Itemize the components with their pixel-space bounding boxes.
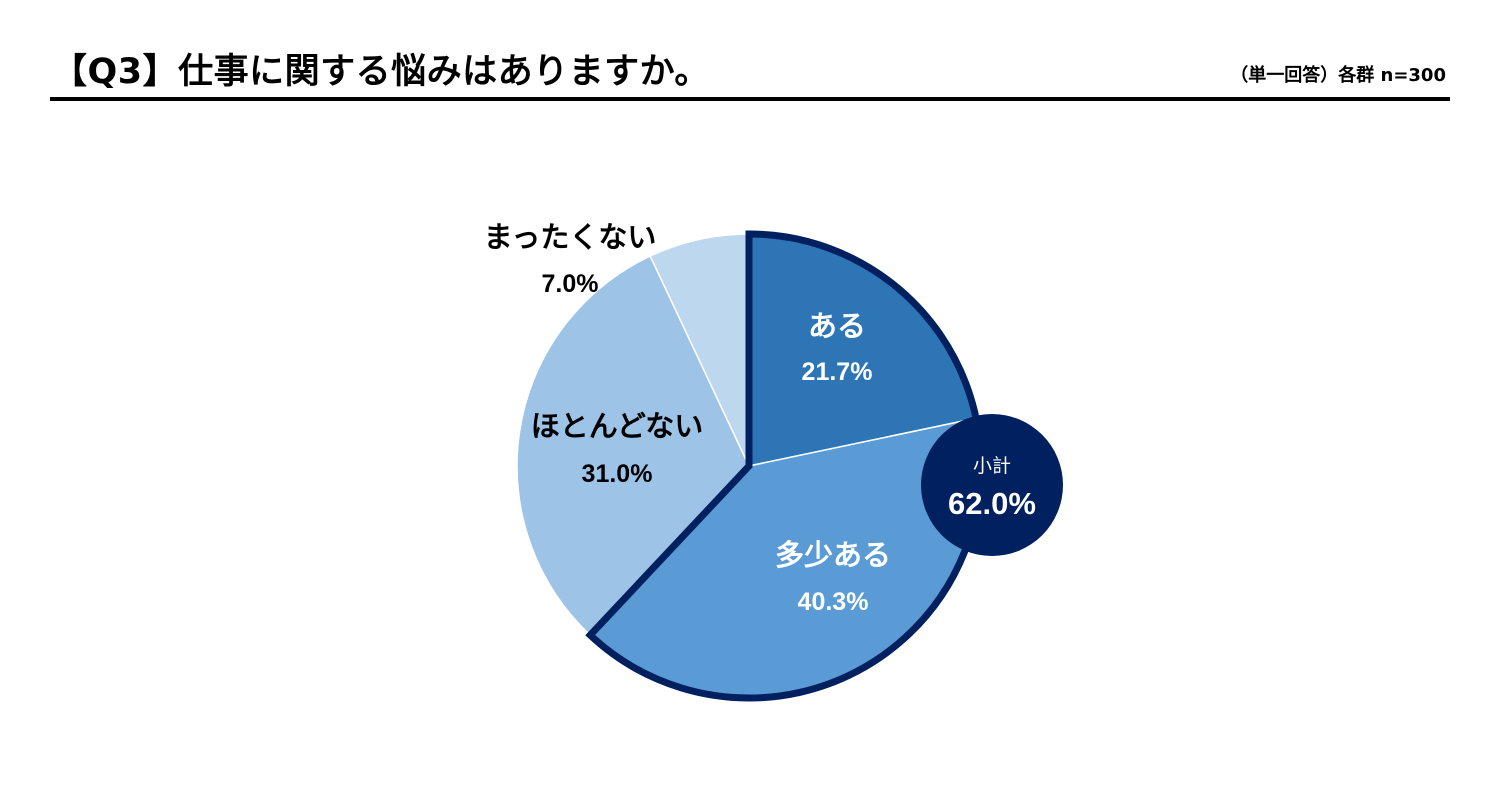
slice-value-hotondo-nai: 31.0% xyxy=(582,460,653,488)
slice-value-mattaku-nai: 7.0% xyxy=(542,270,599,298)
slice-labels: ある 21.7% 多少ある 40.3% ほとんどない 31.0% まったくない 7.0% xyxy=(484,220,891,616)
slice-value-tashou-aru: 40.3% xyxy=(798,588,869,616)
slice-label-tashou-aru: 多少ある xyxy=(775,538,891,572)
subtotal-outline xyxy=(585,230,985,702)
slice-value-aru: 21.7% xyxy=(802,358,873,386)
subtotal-value: 62.0% xyxy=(948,486,1036,521)
slice-label-mattaku-nai: まったくない xyxy=(484,220,657,254)
sample-note: （単一回答）各群 n=300 xyxy=(1230,65,1446,86)
subtotal-badge-circle xyxy=(921,414,1063,556)
page-title: 【Q3】仕事に関する悩みはありますか。 xyxy=(52,52,710,92)
subtotal-label: 小計 xyxy=(973,455,1011,477)
subtotal-badge: 小計 62.0% xyxy=(921,414,1063,556)
title-divider xyxy=(50,97,1450,101)
pie-slices xyxy=(516,233,982,699)
slice-label-aru: ある xyxy=(808,309,866,343)
pie-slice-hotondo-nai xyxy=(516,255,750,637)
slice-label-hotondo-nai: ほとんどない xyxy=(531,409,704,443)
